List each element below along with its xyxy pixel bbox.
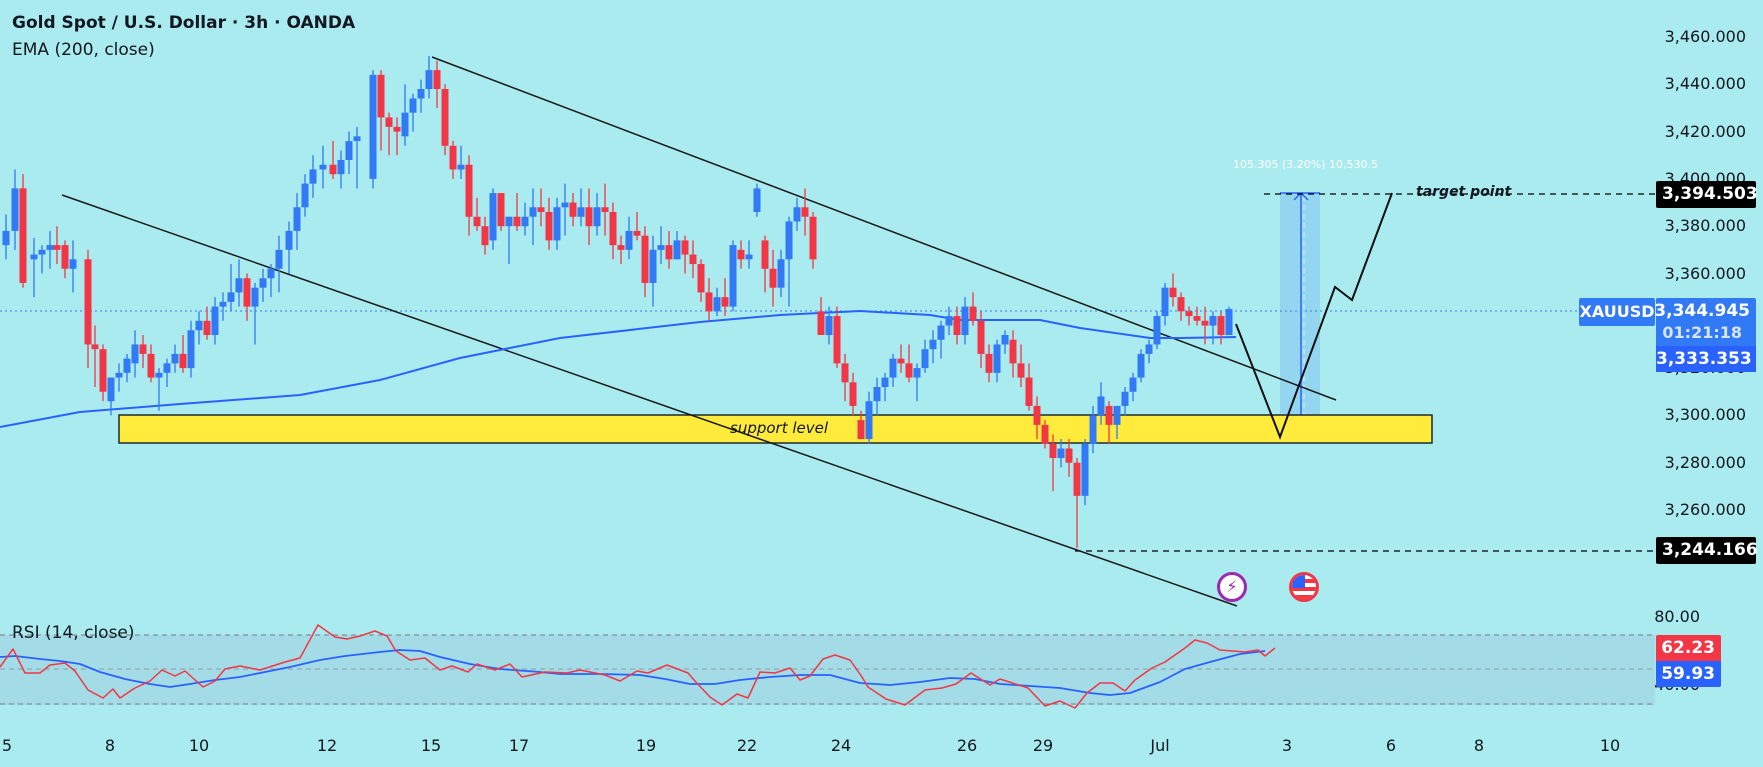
candles (2, 55, 1233, 548)
support-zone[interactable] (118, 414, 1433, 444)
time-axis-label: 26 (956, 736, 978, 755)
price-axis-label: 3,280.000 (1664, 452, 1746, 472)
time-axis-label: 15 (420, 736, 442, 755)
low-price-tag: 3,244.166 (1656, 537, 1758, 564)
bar-countdown: 01:21:18 (1662, 323, 1742, 342)
price-axis-label: 3,300.000 (1664, 405, 1746, 425)
price-axis-label: 3,360.000 (1664, 263, 1746, 283)
rsi-band (0, 635, 1655, 705)
time-axis-label: 22 (736, 736, 758, 755)
time-axis-label: 3 (1281, 736, 1293, 755)
price-axis-label: 3,420.000 (1664, 121, 1746, 141)
time-axis-label: 17 (508, 736, 530, 755)
time-axis-label: 10 (188, 736, 210, 755)
time-axis-label: 24 (830, 736, 852, 755)
time-axis-label: 5 (1, 736, 13, 755)
channel-lower-line[interactable] (61, 194, 1238, 607)
measure-label: 105.305 (3.20%) 10,530.5 (1233, 158, 1378, 171)
us-flag-icon[interactable] (1289, 572, 1319, 602)
projection-path[interactable] (1235, 192, 1393, 440)
rsi-legend[interactable]: RSI (14, close) (12, 623, 135, 643)
symbol-tag: XAUUSD (1579, 298, 1655, 326)
time-axis-label: 29 (1032, 736, 1054, 755)
rsi-ma-value-tag: 59.93 (1656, 661, 1721, 687)
lightning-icon[interactable]: ⚡ (1217, 572, 1247, 602)
rsi-value-tag: 62.23 (1656, 635, 1721, 661)
time-axis-label: 19 (635, 736, 657, 755)
ema-line (0, 310, 1237, 428)
price-axis-label: 3,460.000 (1664, 27, 1746, 46)
ema-legend[interactable]: EMA (200, close) (12, 40, 155, 60)
price-axis-label: 3,380.000 (1664, 216, 1746, 236)
target-point-label: target point (1416, 184, 1512, 200)
time-axis-label: 8 (1473, 736, 1485, 755)
time-axis-label: 10 (1599, 736, 1621, 755)
chart-title: Gold Spot / U.S. Dollar · 3h · OANDA (12, 13, 356, 33)
rsi-lines (0, 624, 1276, 709)
ema-200-line (0, 310, 1237, 428)
last-price-tag: 3,344.945 01:21:18 (1654, 298, 1756, 346)
price-range-measure[interactable] (1280, 193, 1320, 443)
channel-upper-line[interactable] (431, 56, 1337, 401)
time-axis-label: 8 (104, 736, 116, 755)
time-axis-label: Jul (1150, 736, 1170, 755)
time-axis-label: 6 (1385, 736, 1397, 755)
support-level-label: support level (730, 419, 829, 437)
target-price-tag: 3,394.503 (1656, 181, 1758, 208)
time-axis-label: 12 (316, 736, 338, 755)
last-price-value: 3,344.945 (1654, 301, 1750, 321)
ema-price-tag: 3,333.353 (1656, 346, 1756, 372)
measure-arrowhead-icon (1293, 191, 1309, 201)
price-axis-label: 3,440.000 (1664, 74, 1746, 94)
rsi-line (0, 624, 1276, 709)
price-axis-label: 3,260.000 (1664, 500, 1746, 519)
rsi-axis-80: 80.00 (1654, 607, 1700, 626)
